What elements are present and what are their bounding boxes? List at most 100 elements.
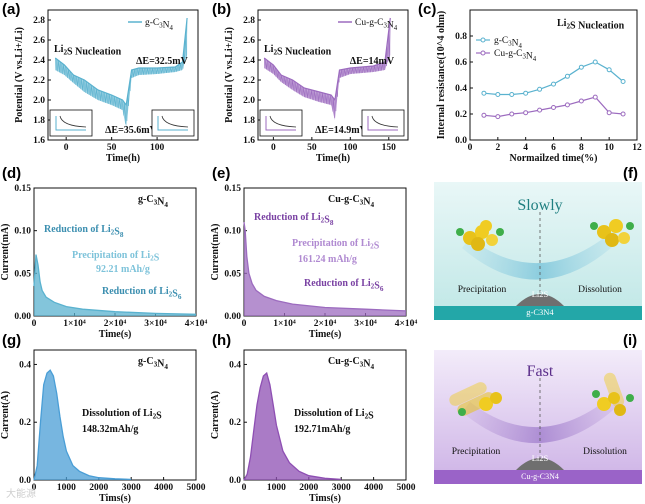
schematic-f-arc bbox=[462, 230, 620, 280]
y-tick-label-a: 2.4 bbox=[33, 56, 45, 66]
annotation-reduction-s6-e: Reduction of Li2S6 bbox=[304, 278, 384, 293]
inset-curve-dark-b bbox=[371, 115, 399, 128]
y-tick-label-e: 0.05 bbox=[224, 269, 241, 279]
annotation-capacity-h: 192.71mAh/g bbox=[294, 424, 350, 435]
x-tick-label-h: 2000 bbox=[299, 483, 318, 493]
y-tick-label-b: 1.6 bbox=[243, 136, 255, 146]
series-point-c-1 bbox=[620, 111, 626, 117]
molecule-cluster-left bbox=[456, 220, 504, 251]
y-tick-label-b: 2.2 bbox=[243, 76, 255, 86]
annotation-reduction-s8-d: Reduction of Li2S8 bbox=[44, 224, 124, 239]
x-axis-label-g: Tims(s) bbox=[99, 493, 131, 504]
series-point-c-1 bbox=[537, 107, 543, 113]
x-tick-label-c: 2 bbox=[495, 143, 500, 153]
y-tick-label-d: 0.10 bbox=[14, 227, 31, 237]
x-tick-label-c: 10 bbox=[604, 143, 614, 153]
panel-label-b: (b) bbox=[212, 1, 231, 18]
x-tick-label-e: 1×10⁴ bbox=[273, 319, 296, 329]
schematic-f-substrate bbox=[434, 306, 642, 320]
schematic-i-title: Fast bbox=[527, 363, 554, 380]
chart-panel-d: 0 1×10⁴ 2×10⁴ 3×10⁴ 4×10⁴ 0.00 0.05 0.10 0.15 Tim… bbox=[0, 184, 207, 340]
legend-text-c-1: Cu-g-C3N4 bbox=[494, 49, 537, 63]
x-tick-label-e: 3×10⁴ bbox=[354, 319, 377, 329]
y-tick-label-h: 0.4 bbox=[229, 360, 241, 370]
annotation-precipitation-d: Precipitation of Li2S bbox=[72, 250, 160, 264]
panel-label-h: (h) bbox=[212, 332, 231, 349]
x-axis-label-h: Tims(s) bbox=[309, 493, 341, 504]
area-fill-d bbox=[34, 254, 196, 316]
inset-curve-dark-a bbox=[59, 115, 87, 128]
schematic-i-center-top: Li2S bbox=[532, 453, 549, 463]
voltage-upper-b bbox=[263, 17, 391, 102]
annotation-nucleation-a: Li2S Nucleation bbox=[54, 44, 122, 58]
schematic-i-substrate bbox=[434, 470, 642, 484]
schematic-i: Li2S Cu-g-C3N4 Fast Precipitation Dissol… bbox=[434, 350, 642, 484]
series-point-c-0 bbox=[495, 92, 501, 97]
x-tick-label-b: 0 bbox=[271, 143, 276, 153]
schematic-i-arc bbox=[462, 394, 620, 444]
y-tick-label-c: 0.6 bbox=[455, 58, 467, 68]
x-tick-label-h: 3000 bbox=[332, 483, 351, 493]
legend-text-h: Cu-g-C3N4 bbox=[328, 356, 375, 371]
x-tick-label-a: 50 bbox=[107, 143, 117, 153]
schematic-i-center-bottom: Cu-g-C3N4 bbox=[521, 472, 559, 481]
series-point-c-0 bbox=[523, 90, 529, 96]
x-tick-label-g: 4000 bbox=[154, 483, 173, 493]
x-tick-label-g: 5000 bbox=[187, 483, 206, 493]
series-point-c-1 bbox=[551, 105, 556, 110]
series-point-c-0 bbox=[564, 73, 570, 79]
series-point-c-0 bbox=[481, 90, 487, 96]
annotation-capacity-g: 148.32mAh/g bbox=[82, 424, 138, 435]
x-tick-label-b: 50 bbox=[307, 143, 317, 153]
y-tick-label-a: 2.0 bbox=[33, 96, 45, 106]
x-tick-label-b: 100 bbox=[343, 143, 358, 153]
y-axis-label-d: Current(mA) bbox=[0, 223, 11, 280]
annotation-capacity-d: 92.21 mAh/g bbox=[96, 264, 150, 275]
y-tick-label-e: 0.15 bbox=[224, 184, 241, 194]
legend-text-a: g-C3N4 bbox=[145, 18, 174, 32]
annotation-precipitation-e: Precipitation of Li2S bbox=[292, 238, 380, 252]
series-point-c-1 bbox=[523, 110, 529, 116]
plot-frame-e bbox=[243, 187, 407, 317]
x-tick-label-g: 1000 bbox=[57, 483, 76, 493]
chart-panel-h: 0 1000 2000 3000 4000 5000 0.0 0.2 0.4 Tims(s) Car… bbox=[210, 349, 416, 504]
panel-label-d: (d) bbox=[2, 165, 21, 182]
schematic-i-right-label: Dissolution bbox=[583, 447, 627, 457]
annotation-dissolution-h: Dissolution of Li2S bbox=[294, 408, 374, 422]
molecule-cluster-right bbox=[590, 219, 634, 247]
chart-panel-c: 0 2 4 6 8 10 12 0.0 0.2 0.4 0.6 0.8 Normailzed time(… bbox=[436, 9, 642, 164]
x-tick-label-d: 2×10⁴ bbox=[104, 319, 127, 329]
y-tick-label-a: 2.6 bbox=[33, 36, 45, 46]
legend-text-c-0: g-C3N4 bbox=[494, 36, 523, 50]
y-tick-label-b: 2.6 bbox=[243, 36, 255, 46]
x-tick-label-c: 12 bbox=[632, 143, 642, 153]
schematic-i-li2s-deposit bbox=[516, 458, 564, 470]
y-tick-label-d: 0.00 bbox=[14, 312, 31, 322]
x-axis-label-c: Normailzed time(%) bbox=[509, 153, 597, 164]
inset-box-a bbox=[49, 109, 93, 137]
annotation-reduction-s6-d: Reduction of Li2S6 bbox=[102, 286, 182, 301]
x-tick-label-c: 6 bbox=[551, 143, 556, 153]
panel-label-a: (a) bbox=[2, 1, 20, 18]
y-tick-label-a: 2.2 bbox=[33, 76, 45, 86]
area-fill-g bbox=[34, 370, 132, 480]
annotation-reduction-s8-e: Reduction of Li2S8 bbox=[254, 212, 334, 227]
y-tick-label-c: 0.8 bbox=[455, 32, 467, 42]
schematic-f-right-label: Dissolution bbox=[578, 285, 622, 295]
y-tick-label-h: 0.2 bbox=[229, 418, 241, 428]
legend-text-d: g-C3N4 bbox=[138, 194, 168, 209]
panel-label-e: (e) bbox=[212, 165, 230, 182]
chart-panel-e: 0 1×10⁴ 2×10⁴ 3×10⁴ 4×10⁴ 0.00 0.05 0.10 0.15 Tim… bbox=[210, 184, 417, 340]
y-tick-label-e: 0.10 bbox=[224, 227, 241, 237]
plot-frame-b bbox=[257, 9, 409, 141]
x-tick-label-b: 150 bbox=[382, 143, 397, 153]
annotation-delta-e-bottom-a: ΔE=35.6mV bbox=[105, 125, 157, 136]
x-tick-label-c: 0 bbox=[468, 143, 473, 153]
schematic-i-left-label: Precipitation bbox=[452, 447, 501, 457]
y-axis-label-c: Internal resistance(10^4 ohm) bbox=[436, 11, 447, 139]
x-tick-label-g: 2000 bbox=[89, 483, 108, 493]
panel-label-i: (i) bbox=[623, 332, 637, 349]
y-tick-label-e: 0.00 bbox=[224, 312, 241, 322]
x-tick-label-g: 3000 bbox=[122, 483, 141, 493]
